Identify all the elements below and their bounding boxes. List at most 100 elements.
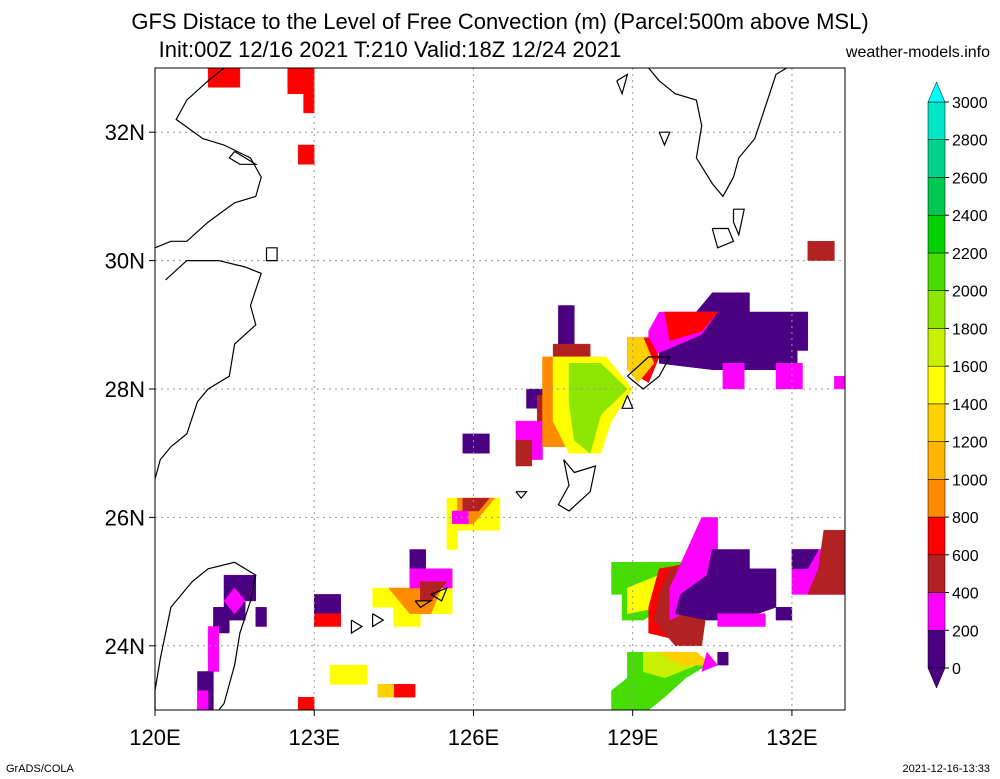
coastline-9 xyxy=(626,356,671,390)
lfc-region-51 xyxy=(775,607,793,621)
lfc-region-17 xyxy=(515,440,533,467)
lfc-region-11 xyxy=(834,375,846,390)
colorbar-swatch xyxy=(927,328,946,367)
colorbar-label: 800 xyxy=(952,510,979,527)
lfc-region-35 xyxy=(377,684,395,698)
coastline-17 xyxy=(658,131,671,147)
lfc-region-25 xyxy=(451,510,469,525)
lfc-region-59 xyxy=(717,651,729,666)
chart-subtitle: Init:00Z 12/16 2021 T:210 Valid:18Z 12/2… xyxy=(158,37,622,62)
lfc-region-40 xyxy=(255,607,267,627)
lat-tick-label: 28N xyxy=(105,377,145,402)
coastline-3 xyxy=(265,247,278,262)
coastline-1 xyxy=(154,260,262,480)
lfc-region-53 xyxy=(807,529,846,595)
coastline-16 xyxy=(414,600,434,609)
coastline-0 xyxy=(154,67,262,249)
lfc-region-54 xyxy=(791,549,819,570)
coastline-13 xyxy=(430,586,448,602)
coastline-12 xyxy=(515,491,528,500)
lfc-region-2 xyxy=(298,144,315,165)
lfc-region-50 xyxy=(717,613,766,627)
coastline-10 xyxy=(557,459,597,512)
lfc-region-24 xyxy=(462,497,490,512)
colorbar-label: 600 xyxy=(952,548,979,565)
coastline-2 xyxy=(228,150,258,165)
colorbar-swatch xyxy=(927,252,946,291)
coastline-7 xyxy=(711,227,735,249)
lfc-region-41 xyxy=(207,626,219,672)
lfc-region-20 xyxy=(568,363,628,454)
colorbar-label: 2000 xyxy=(952,284,988,301)
colorbar-swatch xyxy=(927,139,946,178)
colorbar-swatch xyxy=(927,365,946,405)
lfc-region-12 xyxy=(558,305,575,345)
axis-ticks: 120E 123E 126E 129E 132E 24N 26N 28N 30N 32N xyxy=(105,120,818,750)
colorbar-swatch xyxy=(927,290,946,329)
lfc-region-10 xyxy=(775,363,803,390)
colorbar-swatch xyxy=(927,403,946,442)
colorbar-swatch xyxy=(927,479,946,518)
colorbar-label: 2400 xyxy=(952,208,988,225)
colorbar-swatch xyxy=(927,592,946,631)
colorbar-label: 2200 xyxy=(952,246,988,263)
colorbar-label: 2600 xyxy=(952,170,988,187)
footer-timestamp: 2021-12-16-13:33 xyxy=(902,763,990,775)
lon-tick-label: 129E xyxy=(607,725,658,750)
colorbar-label: 3000 xyxy=(952,95,988,112)
colorbar-label: 0 xyxy=(952,661,961,678)
colorbar-label: 400 xyxy=(952,586,979,603)
lfc-region-3 xyxy=(807,241,835,261)
lfc-region-39 xyxy=(223,587,246,615)
chart-title: GFS Distace to the Level of Free Convect… xyxy=(131,9,869,34)
lfc-region-1 xyxy=(287,67,315,114)
colorbar: 0 200 400 600 800 1000 1200 1400 1600 1800 2000 220… xyxy=(927,81,988,689)
colorbar-top-arrow xyxy=(927,81,946,103)
colorbar-label: 200 xyxy=(952,623,979,640)
coastline-18 xyxy=(616,73,629,96)
colorbar-swatch xyxy=(927,630,946,669)
lfc-region-8 xyxy=(627,337,655,383)
colorbar-bottom-arrow xyxy=(927,667,946,689)
colorbar-swatch xyxy=(927,177,946,216)
lon-tick-label: 120E xyxy=(129,725,180,750)
lat-tick-label: 30N xyxy=(105,249,145,274)
site-label: weather-models.info xyxy=(845,44,990,61)
colorbar-swatch xyxy=(927,516,946,556)
coastline-6 xyxy=(648,67,787,198)
lfc-region-43 xyxy=(197,690,209,711)
footer-credit: GrADS/COLA xyxy=(6,763,74,775)
colorbar-label: 1200 xyxy=(952,435,988,452)
lfc-region-6 xyxy=(664,311,719,342)
lfc-region-34 xyxy=(393,684,416,698)
lfc-region-21 xyxy=(462,433,490,454)
lfc-region-31 xyxy=(313,594,342,614)
coastline-14 xyxy=(372,613,385,628)
colorbar-swatch xyxy=(927,441,946,480)
coastline-11 xyxy=(621,395,634,409)
lfc-region-9 xyxy=(722,363,745,390)
colorbar-label: 1400 xyxy=(952,397,988,414)
colorbar-swatch xyxy=(927,101,946,140)
colorbar-swatch xyxy=(927,554,946,593)
coastline-4 xyxy=(191,561,257,711)
colorbar-label: 2800 xyxy=(952,133,988,150)
colorbar-label: 1000 xyxy=(952,472,988,489)
colorbar-swatch xyxy=(927,214,946,254)
lfc-region-32 xyxy=(313,613,342,627)
lat-tick-label: 26N xyxy=(105,505,145,530)
colorbar-label: 1800 xyxy=(952,321,988,338)
coastline-8 xyxy=(732,208,745,237)
lat-tick-label: 32N xyxy=(105,120,145,145)
lfc-region-36 xyxy=(298,696,315,711)
lon-tick-label: 123E xyxy=(289,725,340,750)
lfc-region-33 xyxy=(329,664,368,685)
lon-tick-label: 126E xyxy=(448,725,499,750)
lon-tick-label: 132E xyxy=(766,725,817,750)
coastline-15 xyxy=(350,619,364,635)
lfc-region-58 xyxy=(701,651,719,672)
lat-tick-label: 24N xyxy=(105,634,145,659)
colorbar-label: 1600 xyxy=(952,359,988,376)
coastline-layer xyxy=(154,67,787,711)
